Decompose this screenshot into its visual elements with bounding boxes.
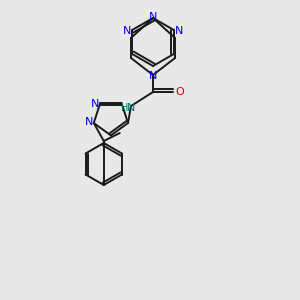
Text: N: N: [123, 26, 131, 36]
Text: N: N: [127, 103, 135, 113]
Text: N: N: [175, 26, 183, 36]
Text: O: O: [176, 87, 184, 97]
Text: N: N: [85, 117, 93, 127]
Text: N: N: [91, 99, 100, 109]
Text: N: N: [149, 71, 157, 81]
Text: H: H: [121, 103, 129, 113]
Text: N: N: [149, 12, 157, 22]
